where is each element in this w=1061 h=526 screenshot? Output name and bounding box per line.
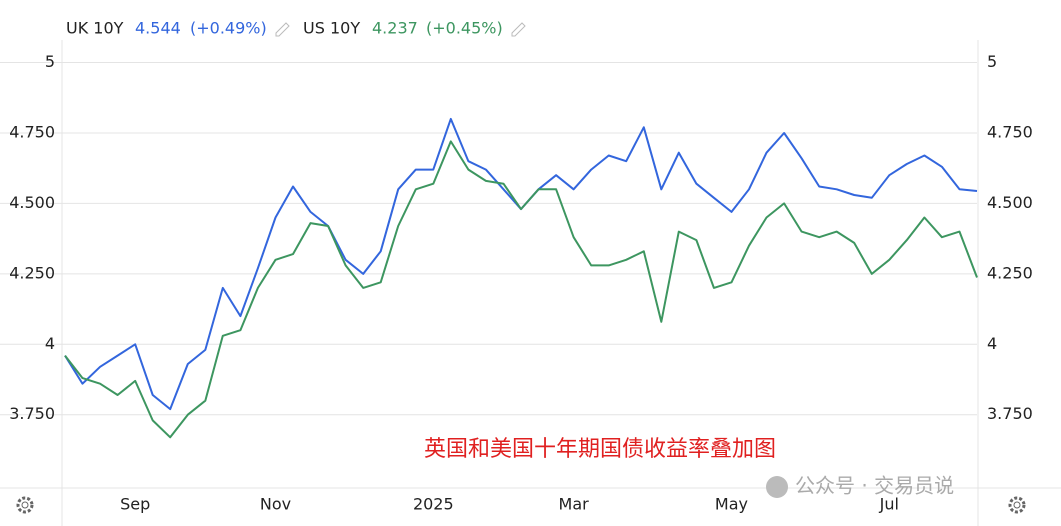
y-tick-label: 4.500	[9, 193, 55, 212]
legend-change: (+0.45%)	[426, 19, 503, 38]
series-line	[64, 140, 978, 439]
edit-icon[interactable]	[275, 22, 290, 37]
watermark-icon	[766, 476, 788, 498]
y2-tick-label: 4.250	[987, 263, 1033, 282]
y2-tick-label: 4	[987, 334, 997, 353]
x-tick-label: Nov	[260, 495, 291, 514]
legend-name: US 10Y	[303, 19, 360, 38]
y2-tick-label: 3.750	[987, 404, 1033, 423]
x-tick-label: Sep	[120, 495, 150, 514]
legend-last: 4.544	[135, 19, 181, 38]
y2-tick-label: 4.500	[987, 193, 1033, 212]
x-tick-label: Jul	[879, 495, 899, 514]
y-tick-label: 5	[45, 52, 55, 71]
x-tick-label: Mar	[559, 495, 590, 514]
legend: UK 10Y 4.544 (+0.49%) US 10Y 4.237 (+0.4…	[66, 19, 526, 38]
legend-last: 4.237	[372, 19, 418, 38]
edit-icon[interactable]	[511, 22, 526, 37]
legend-change: (+0.49%)	[190, 19, 267, 38]
y2-tick-label: 4.750	[987, 122, 1033, 141]
settings-left[interactable]	[16, 496, 34, 514]
series-line	[64, 117, 978, 411]
x-tick-label: May	[715, 495, 748, 514]
watermark: 公众号 · 交易员说	[795, 474, 954, 498]
y-tick-label: 4.750	[9, 122, 55, 141]
y-tick-label: 3.750	[9, 404, 55, 423]
x-tick-label: 2025	[413, 495, 454, 514]
settings-right[interactable]	[1008, 496, 1026, 514]
y2-tick-label: 5	[987, 52, 997, 71]
legend-name: UK 10Y	[66, 19, 124, 38]
annotation: 英国和美国十年期国债收益率叠加图	[424, 437, 776, 462]
y-tick-label: 4	[45, 334, 55, 353]
y-tick-label: 4.250	[9, 263, 55, 282]
